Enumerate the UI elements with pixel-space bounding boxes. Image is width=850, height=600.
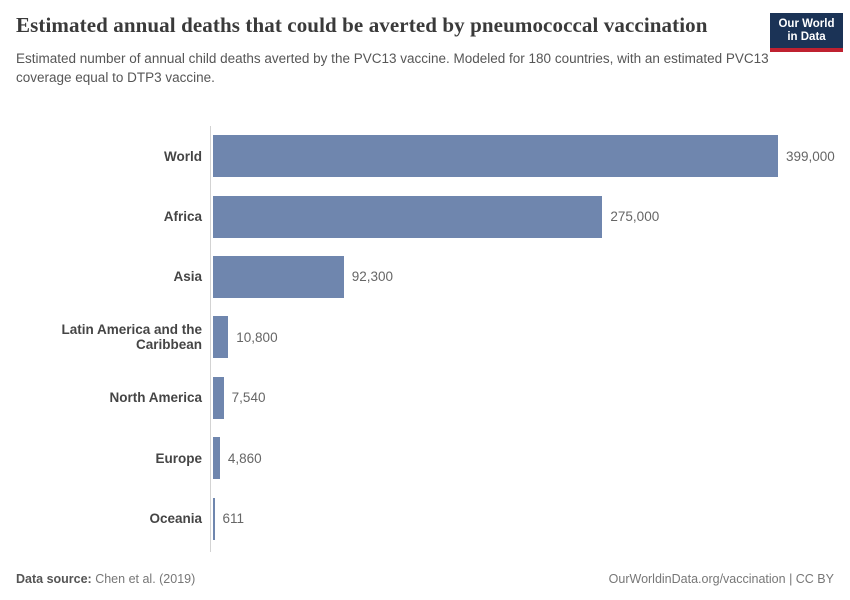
chart-subtitle: Estimated number of annual child deaths … [16,51,769,85]
chart-row: World 399,000 [0,126,850,186]
bar-area: 10,800 [211,307,278,367]
owid-logo-line2: in Data [787,31,826,43]
bar-value-label: 92,300 [351,269,393,285]
bar-value-label: 611 [222,511,245,527]
bar[interactable] [213,437,220,480]
bar[interactable] [213,135,778,178]
bar[interactable] [213,316,229,359]
category-label: Oceania [149,511,202,527]
owid-logo[interactable]: Our World in Data [770,13,843,52]
data-source: Data source: Chen et al. (2019) [16,572,195,586]
category-label: Asia [173,269,202,285]
category-label: Africa [163,209,202,225]
chart-row: Latin America and the Caribbean 10,800 [0,307,850,367]
data-source-value: Chen et al. (2019) [91,572,196,586]
bar-area: 611 [211,488,244,548]
bar[interactable] [213,497,215,540]
category-label: North America [109,390,202,406]
chart-title: Estimated annual deaths that could be av… [16,13,708,37]
bar-value-label: 10,800 [236,329,278,345]
bar-value-label: 275,000 [610,209,660,225]
category-label: World [164,148,202,164]
bar[interactable] [213,255,344,298]
chart-rows: World 399,000 Africa 275,000 Asia 92,300 Latin… [0,126,850,549]
chart-row: North America 7,540 [0,368,850,428]
footer-url[interactable]: OurWorldinData.org/vaccination | CC BY [608,572,834,586]
bar-area: 275,000 [211,186,659,246]
chart-row: Africa 275,000 [0,186,850,246]
header: Estimated annual deaths that could be av… [16,12,843,87]
bar-area: 92,300 [211,247,393,307]
bar[interactable] [213,376,224,419]
y-axis-line [210,126,211,552]
bar-area: 4,860 [211,428,262,488]
chart-row: Oceania 611 [0,488,850,548]
bar-chart: World 399,000 Africa 275,000 Asia 92,300 Latin… [0,126,850,552]
data-source-label: Data source: [16,572,92,586]
bar-value-label: 4,860 [227,450,262,466]
footer: Data source: Chen et al. (2019) OurWorld… [16,572,834,586]
bar-area: 7,540 [211,368,265,428]
bar-area: 399,000 [211,126,835,186]
bar-value-label: 7,540 [231,390,266,406]
bar-value-label: 399,000 [786,148,835,164]
chart-row: Europe 4,860 [0,428,850,488]
category-label: Latin America and the Caribbean [61,322,202,353]
bar[interactable] [213,195,603,238]
chart-row: Asia 92,300 [0,247,850,307]
category-label: Europe [155,450,202,466]
owid-logo-line1: Our World [778,18,835,30]
